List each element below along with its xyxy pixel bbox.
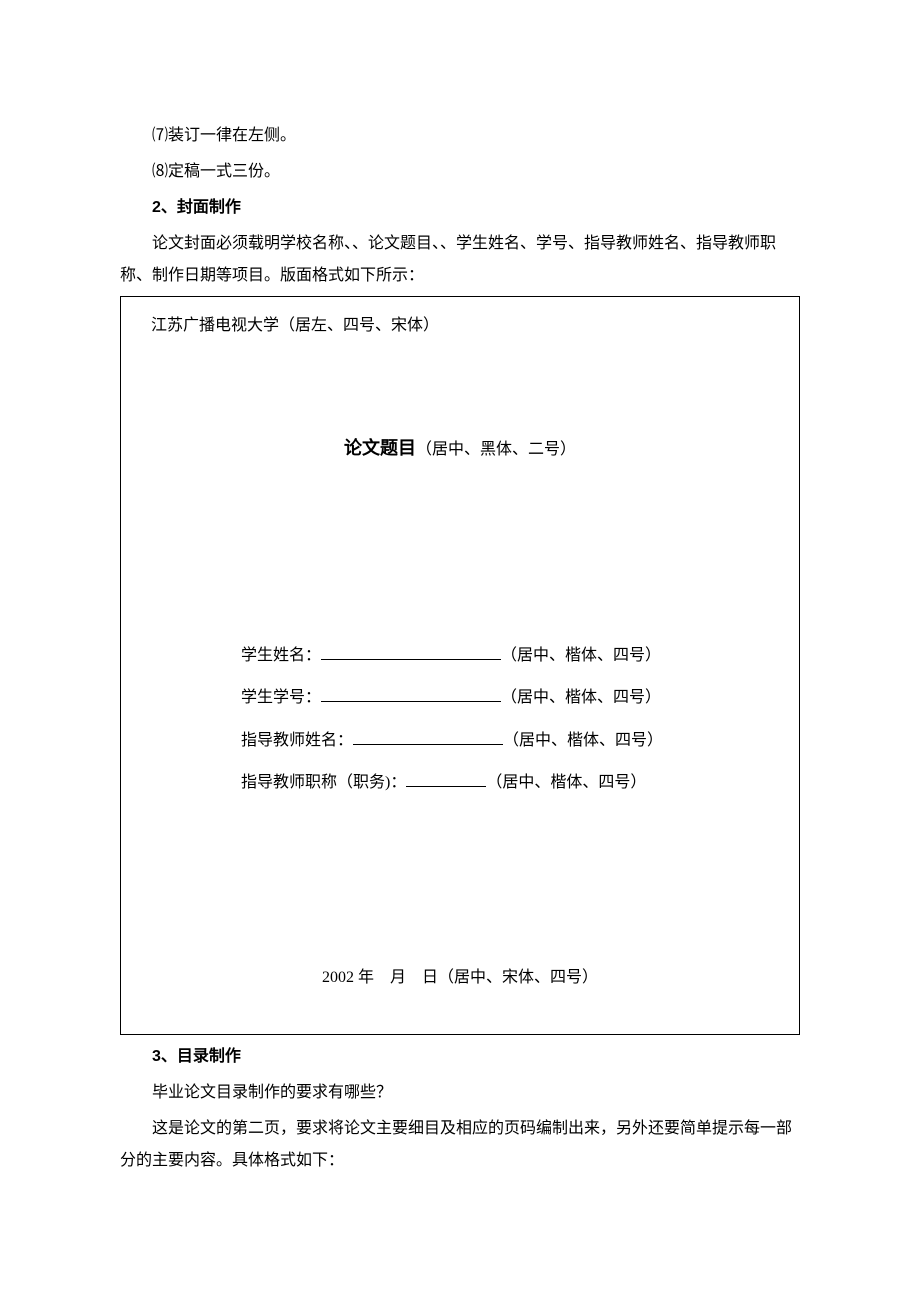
section-3-heading: 3、目录制作	[120, 1041, 800, 1073]
box-fields: 学生姓名： （居中、楷体、四号） 学生学号： （居中、楷体、四号） 指导教师姓名： （…	[151, 641, 769, 799]
field-student-name-note: （居中、楷体、四号）	[501, 647, 661, 664]
section-2-heading: 2、封面制作	[120, 192, 800, 224]
box-date-day: 日（居中、宋体、四号）	[422, 969, 598, 986]
field-advisor-title-line	[406, 769, 486, 787]
box-thesis-title-note: （居中、黑体、二号）	[416, 441, 576, 458]
field-advisor-name-line	[353, 727, 503, 745]
field-student-id-label: 学生学号：	[241, 689, 321, 706]
section-2-para: 论文封面必须载明学校名称、、论文题目、、学生姓名、学号、指导教师姓名、指导教师职…	[120, 228, 800, 292]
box-date: 2002 年 月 日（居中、宋体、四号）	[151, 963, 769, 993]
section-3-para1: 毕业论文目录制作的要求有哪些？	[120, 1077, 800, 1109]
field-advisor-title: 指导教师职称（职务)： （居中、楷体、四号）	[241, 768, 769, 798]
field-advisor-title-note: （居中、楷体、四号）	[486, 774, 646, 791]
field-student-id-note: （居中、楷体、四号）	[501, 689, 661, 706]
box-date-year: 2002 年	[322, 969, 374, 986]
field-student-id: 学生学号： （居中、楷体、四号）	[241, 683, 769, 713]
field-student-name-label: 学生姓名：	[241, 647, 321, 664]
box-thesis-title-bold: 论文题目	[344, 438, 416, 458]
field-student-id-line	[321, 685, 501, 703]
field-advisor-name: 指导教师姓名： （居中、楷体、四号）	[241, 726, 769, 756]
field-student-name: 学生姓名： （居中、楷体、四号）	[241, 641, 769, 671]
list-item-7: ⑺装订一律在左侧。	[120, 120, 800, 152]
field-advisor-name-label: 指导教师姓名：	[241, 732, 353, 749]
field-student-name-line	[321, 642, 501, 660]
section-3-para2-text: 这是论文的第二页，要求将论文主要细目及相应的页码编制出来，另外还要简单提示每一部…	[120, 1120, 792, 1169]
field-advisor-title-label: 指导教师职称（职务)：	[241, 774, 406, 791]
list-item-8: ⑻定稿一式三份。	[120, 156, 800, 188]
section-2-para-text: 论文封面必须载明学校名称、、论文题目、、学生姓名、学号、指导教师姓名、指导教师职…	[120, 235, 776, 284]
section-3-para2: 这是论文的第二页，要求将论文主要细目及相应的页码编制出来，另外还要简单提示每一部…	[120, 1113, 800, 1177]
box-school-name: 江苏广播电视大学（居左、四号、宋体）	[151, 311, 769, 341]
field-advisor-name-note: （居中、楷体、四号）	[503, 732, 663, 749]
cover-template-box: 江苏广播电视大学（居左、四号、宋体） 论文题目（居中、黑体、二号） 学生姓名： （…	[120, 296, 800, 1035]
box-date-month: 月	[390, 969, 406, 986]
box-thesis-title: 论文题目（居中、黑体、二号）	[151, 431, 769, 465]
